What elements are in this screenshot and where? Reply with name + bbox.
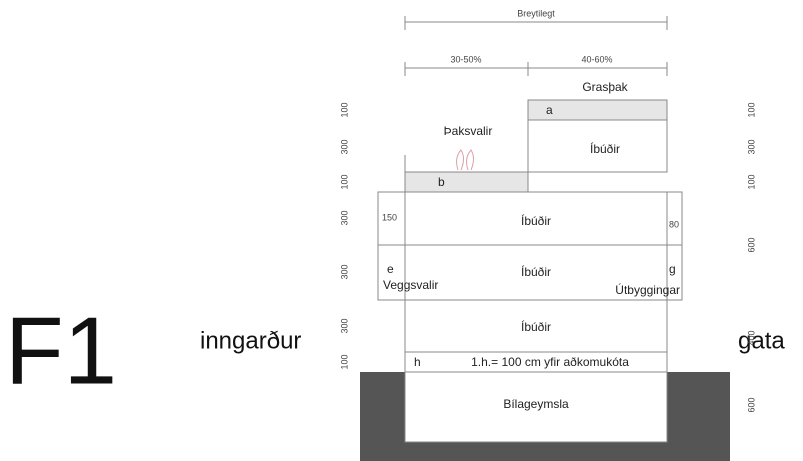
section-title: F1: [5, 297, 117, 404]
level-dim: 300: [339, 210, 349, 225]
level-dim: 100: [339, 102, 349, 117]
unit-label: Íbúðir: [521, 319, 551, 334]
floor: [377, 244, 683, 301]
side-label: inngarður: [200, 327, 301, 354]
unit-label: Íbúðir: [521, 213, 551, 228]
floor: [377, 191, 683, 246]
basement-label: Bílageymsla: [503, 397, 569, 411]
offset: 80: [669, 219, 679, 229]
balcony-label: Veggsvalir: [383, 278, 438, 292]
level-dim: 100: [746, 174, 756, 189]
bay-label: Útbyggingar: [615, 282, 680, 297]
ground-note: 1.h.= 100 cm yfir aðkomukóta: [471, 355, 629, 369]
level-dim: 600: [746, 397, 756, 412]
level-dim: 100: [339, 174, 349, 189]
level-dim: 100: [339, 354, 349, 369]
tag: e: [387, 262, 394, 276]
unit-label: Íbúðir: [521, 264, 551, 279]
tag: h: [414, 355, 421, 369]
floor: [404, 299, 668, 353]
offset: 150: [382, 212, 397, 222]
dim-label: 30-50%: [450, 54, 481, 64]
tag: a: [546, 103, 553, 117]
tag: g: [669, 262, 676, 276]
level-dim: 400: [746, 330, 756, 345]
level-dim: 100: [746, 102, 756, 117]
level-dim: 300: [746, 139, 756, 154]
level-dim: 600: [746, 237, 756, 252]
level-dim: 300: [339, 264, 349, 279]
level-dim: 300: [339, 139, 349, 154]
dim-label: Breytilegt: [517, 8, 555, 18]
ground-strip: [404, 351, 668, 373]
level-dim: 300: [339, 318, 349, 333]
green-roof-label: Grasþak: [582, 80, 628, 94]
figures: [456, 149, 474, 171]
terrace-label: Þaksvalir: [444, 124, 493, 138]
tag: b: [438, 175, 445, 189]
terrace-slab: [404, 171, 529, 193]
side-label: gata: [738, 327, 785, 354]
unit-label: Íbúðir: [590, 141, 620, 156]
top-unit: [527, 119, 668, 173]
dim-label: 40-60%: [581, 54, 612, 64]
